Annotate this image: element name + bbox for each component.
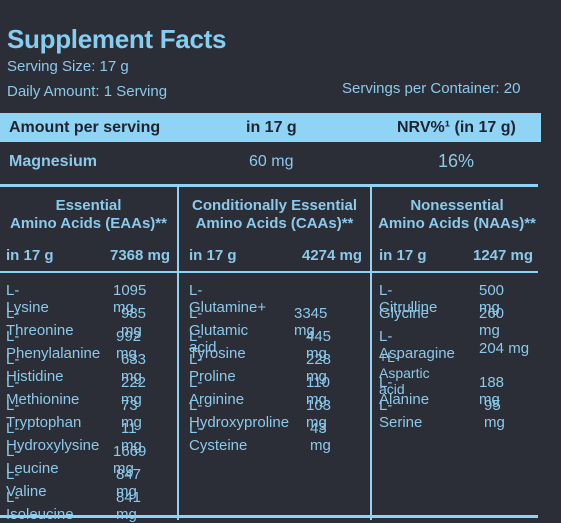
asparagine-value: 204 mg xyxy=(479,340,530,357)
caa-title-line1: Conditionally Essential xyxy=(191,197,358,214)
amount-per-serving-label: Amount per serving xyxy=(9,119,161,136)
eaa-title-line2: Amino Acids (EAAs)** xyxy=(10,215,167,232)
divider-bottom xyxy=(0,515,538,518)
caa-header: Conditionally Essential Amino Acids (CAA… xyxy=(179,197,370,233)
divider-col2 xyxy=(370,186,372,520)
servings-per-container: Servings per Container: 20 xyxy=(342,80,521,97)
page-title: Supplement Facts xyxy=(7,24,227,54)
magnesium-name: Magnesium xyxy=(9,153,98,170)
header-bar: Amount per serving in 17 g NRV%¹ (in 17 … xyxy=(0,113,541,142)
naa-title-line2: Amino Acids (NAAs)** xyxy=(378,215,536,232)
divider-subhead xyxy=(0,271,538,273)
daily-amount: Daily Amount: 1 Serving xyxy=(7,83,168,100)
in-17g-label: in 17 g xyxy=(246,119,297,136)
magnesium-amount: 60 mg xyxy=(249,153,294,170)
nrv-label: NRV%¹ (in 17 g) xyxy=(397,119,516,136)
eaa-sub-value: 7368 mg xyxy=(110,247,171,264)
magnesium-nrv: 16% xyxy=(438,151,475,171)
naa-sub-label: in 17 g xyxy=(379,247,427,264)
naa-title-line1: Nonessential xyxy=(410,197,504,214)
eaa-sub-label: in 17 g xyxy=(6,247,54,264)
caa-sub-value: 4274 mg xyxy=(302,247,363,264)
divider-top xyxy=(0,184,538,187)
naa-sub-value: 1247 mg xyxy=(473,247,534,264)
serving-size: Serving Size: 17 g xyxy=(7,58,129,75)
caa-sub-label: in 17 g xyxy=(189,247,237,264)
eaa-header: Essential Amino Acids (EAAs)** xyxy=(0,197,177,233)
naa-header: Nonessential Amino Acids (NAAs)** xyxy=(372,197,542,233)
eaa-title-line1: Essential xyxy=(55,197,122,214)
caa-title-line2: Amino Acids (CAAs)** xyxy=(195,215,354,232)
divider-col1 xyxy=(177,186,179,520)
